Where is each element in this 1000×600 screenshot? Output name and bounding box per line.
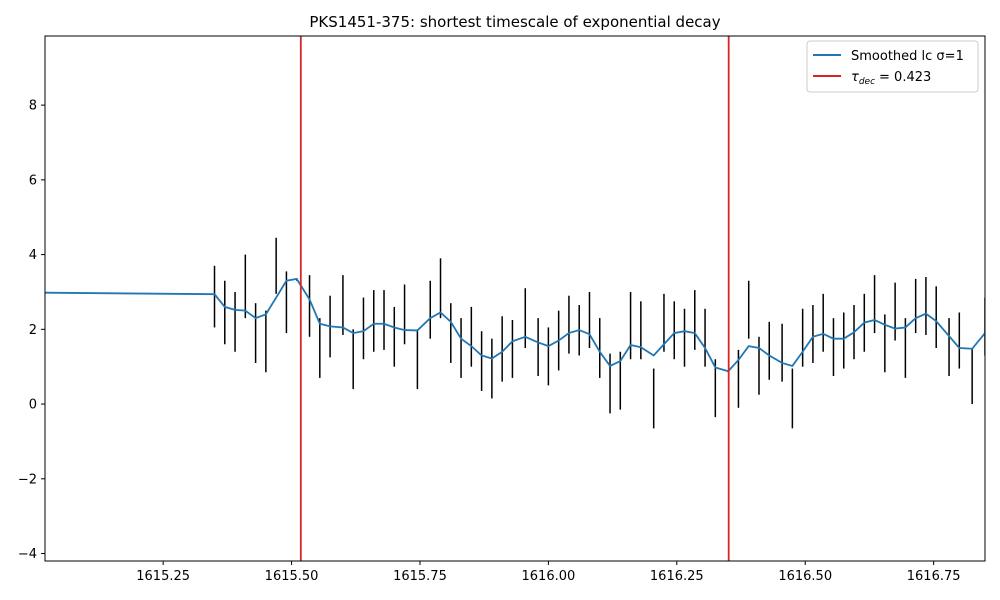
x-tick-label: 1615.25	[136, 569, 190, 584]
chart-title: PKS1451-375: shortest timescale of expon…	[309, 13, 720, 31]
y-tick-label: 6	[29, 173, 37, 188]
x-tick-label: 1615.50	[265, 569, 319, 584]
x-tick-label: 1616.50	[778, 569, 832, 584]
x-tick-label: 1616.25	[650, 569, 704, 584]
y-tick-label: −4	[18, 547, 37, 562]
y-tick-label: 2	[29, 323, 37, 338]
legend-tau-symbol: τ	[851, 70, 859, 85]
y-tick-label: 8	[29, 99, 37, 114]
x-tick-label: 1616.00	[522, 569, 576, 584]
x-tick-label: 1616.75	[907, 569, 961, 584]
y-tick-label: 4	[29, 248, 37, 263]
y-tick-label: 0	[29, 398, 37, 413]
legend-label-smoothed: Smoothed lc σ=1	[851, 49, 964, 64]
x-tick-label: 1615.75	[393, 569, 447, 584]
legend-tau-subscript: dec	[859, 77, 875, 87]
legend: Smoothed lc σ=1 τdec = 0.423	[807, 41, 978, 92]
y-tick-label: −2	[18, 472, 37, 487]
legend-tau-value: = 0.423	[879, 70, 931, 85]
